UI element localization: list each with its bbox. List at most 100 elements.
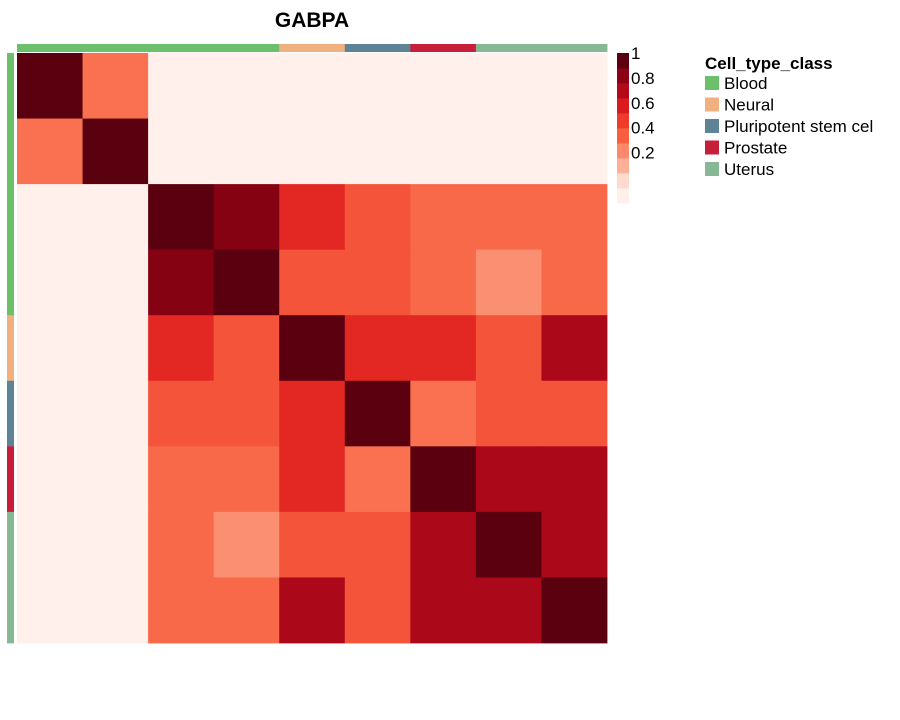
legend-swatch	[705, 76, 719, 90]
heatmap-cell	[17, 511, 83, 578]
heatmap-cell	[279, 315, 346, 382]
left-annotation-cell	[7, 118, 14, 185]
top-annotation-cell	[213, 44, 280, 52]
heatmap-cell	[344, 53, 411, 119]
heatmap-cell	[344, 511, 411, 578]
legend-swatch	[705, 162, 719, 176]
heatmap-cell	[17, 53, 83, 119]
heatmap-cell	[213, 315, 280, 382]
heatmap-cell	[344, 380, 411, 447]
heatmap-cell	[344, 577, 411, 644]
heatmap-cell	[410, 118, 477, 185]
heatmap-cell	[410, 380, 477, 447]
left-annotation-cell	[7, 184, 14, 251]
heatmap-cell	[344, 118, 411, 185]
heatmap-cell	[344, 446, 411, 513]
heatmap-cell	[410, 249, 477, 316]
colorbar-swatch	[617, 188, 629, 204]
top-annotation-cell	[279, 44, 346, 52]
chart-title: GABPA	[275, 9, 349, 32]
heatmap-cell	[17, 184, 83, 251]
left-annotation-cell	[7, 249, 14, 316]
heatmap-cell	[475, 184, 542, 251]
heatmap-cell	[344, 249, 411, 316]
top-annotation-cell	[410, 44, 477, 52]
heatmap-cell	[410, 577, 477, 644]
heatmap-cell	[541, 315, 608, 382]
colorbar-swatch	[617, 68, 629, 84]
heatmap-cell	[82, 53, 149, 119]
top-annotation-cell	[541, 44, 608, 52]
heatmap-cell	[213, 249, 280, 316]
heatmap-cell	[541, 184, 608, 251]
heatmap-cell	[17, 577, 83, 644]
top-annotation-bar	[17, 44, 608, 52]
heatmap-cell	[213, 118, 280, 185]
heatmap-cell	[82, 184, 149, 251]
heatmap-cell	[410, 184, 477, 251]
heatmap-cell	[541, 511, 608, 578]
legend-label: Pluripotent stem cel	[724, 117, 873, 136]
colorbar-swatch	[617, 53, 629, 69]
top-annotation-cell	[17, 44, 83, 52]
heatmap-cell	[475, 577, 542, 644]
colorbar-swatch	[617, 98, 629, 114]
top-annotation-cell	[344, 44, 411, 52]
heatmap-cell	[541, 118, 608, 185]
heatmap-cell	[475, 118, 542, 185]
left-annotation-bar	[7, 53, 14, 644]
heatmap-cell	[213, 184, 280, 251]
legend-swatch	[705, 140, 719, 155]
heatmap-cell	[541, 53, 608, 119]
heatmap-cell	[475, 249, 542, 316]
colorbar-swatch	[617, 128, 629, 144]
heatmap-cell	[541, 380, 608, 447]
legend-label: Blood	[724, 74, 767, 93]
heatmap-cell	[213, 446, 280, 513]
colorbar-swatch	[617, 113, 629, 129]
heatmap-cell	[475, 446, 542, 513]
heatmap-cell	[279, 511, 346, 578]
heatmap-cell	[17, 380, 83, 447]
heatmap-cell	[148, 380, 215, 447]
heatmap-cell	[148, 184, 215, 251]
heatmap-cell	[344, 315, 411, 382]
heatmap-cell	[279, 446, 346, 513]
colorbar-tick-label: 0.4	[631, 119, 655, 138]
heatmap-cell	[475, 511, 542, 578]
heatmap-cell	[541, 249, 608, 316]
heatmap-cell	[279, 53, 346, 119]
heatmap-cell	[148, 315, 215, 382]
heatmap-cell	[410, 446, 477, 513]
heatmap-cell	[82, 380, 149, 447]
heatmap-cell	[410, 511, 477, 578]
legend-swatch	[705, 119, 719, 133]
heatmap-cell	[148, 53, 215, 119]
heatmap-cell	[410, 315, 477, 382]
heatmap-cell	[279, 380, 346, 447]
colorbar-swatch	[617, 83, 629, 99]
colorbar-tick-label: 0.2	[631, 144, 655, 163]
heatmap-cell	[148, 577, 215, 644]
heatmap-cell	[17, 118, 83, 185]
colorbar-swatch	[617, 158, 629, 174]
heatmap-cell	[17, 446, 83, 513]
heatmap-cell	[148, 118, 215, 185]
colorbar-tick-label: 1	[631, 44, 640, 63]
left-annotation-cell	[7, 380, 14, 447]
heatmap-cell	[148, 511, 215, 578]
heatmap-cell	[475, 53, 542, 119]
heatmap-cell	[344, 184, 411, 251]
legend-label: Uterus	[724, 160, 774, 179]
heatmap-cell	[410, 53, 477, 119]
legend-label: Neural	[724, 96, 774, 115]
heatmap-cell	[82, 446, 149, 513]
legend-title: Cell_type_class	[705, 54, 833, 73]
heatmap-cell	[475, 380, 542, 447]
heatmap-cell	[279, 577, 346, 644]
colorbar-swatch	[617, 143, 629, 159]
heatmap-cell	[279, 118, 346, 185]
heatmap-cell	[82, 511, 149, 578]
heatmap-cell	[279, 184, 346, 251]
